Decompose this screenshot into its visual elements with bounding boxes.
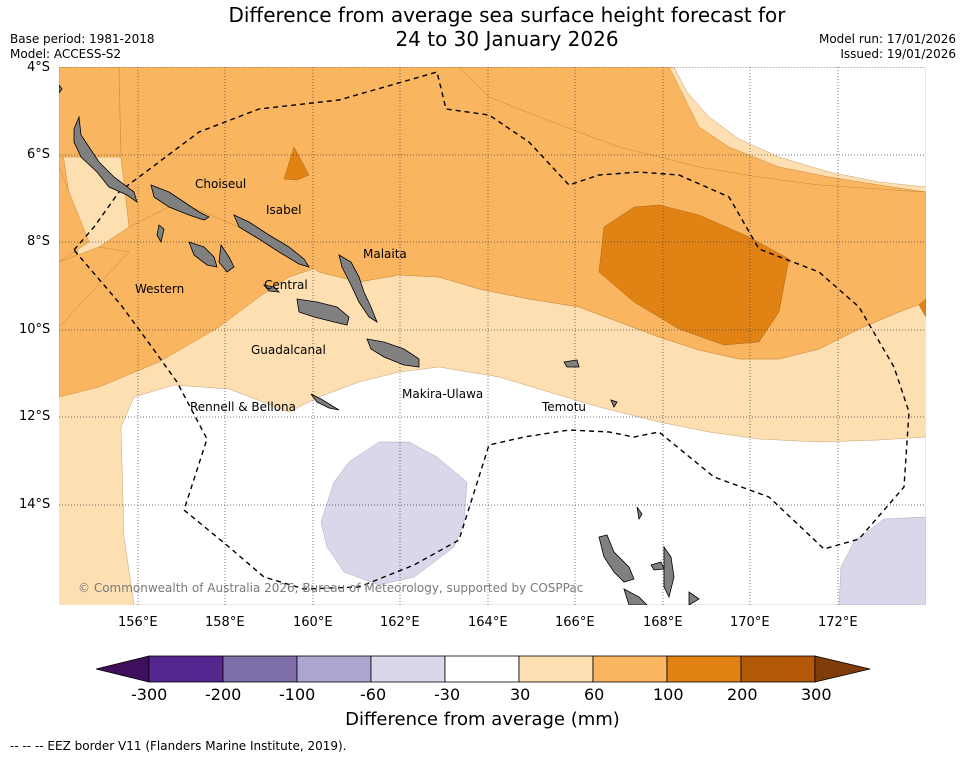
contour-neg30-30 [120,366,926,605]
model-run: Model run: 17/01/2026 [818,32,956,46]
colorbar-tick: -200 [205,685,242,704]
lon-label-166e: 166°E [555,615,595,630]
map-gridlines [59,67,926,605]
label-temotu: Temotu [542,400,587,414]
meta-right: Model run: 17/01/2026 Issued: 19/01/2026 [819,32,956,62]
colorbar-tick: -300 [131,685,168,704]
label-malaita: Malaita [363,247,407,261]
lon-label-164e: 164°E [468,615,508,630]
colorbar-tick: -60 [360,685,387,704]
colorbar-bin [296,655,372,683]
model-name: Model: ACCESS-S2 [10,47,122,61]
contour-neg60-neg30-se [838,516,926,605]
colorbar-bin [518,655,594,683]
label-makira-ulawa: Makira-Ulawa [402,387,484,401]
contour-100-200-edge [918,298,926,318]
colorbar-tick: -30 [434,685,461,704]
islands [59,84,700,605]
colorbar-bin [666,655,742,683]
colorbar [96,655,871,683]
lon-label-162e: 162°E [380,615,420,630]
colorbar-bin [592,655,668,683]
colorbar-tick: 100 [653,685,684,704]
contour-100-200-small [283,146,310,181]
colorbar-bin [740,655,816,683]
colorbar-tick: 300 [801,685,832,704]
contour-neg30-30-ne [673,67,926,188]
colorbar-title: Difference from average (mm) [345,709,620,730]
label-guadalcanal: Guadalcanal [251,343,326,357]
label-choiseul: Choiseul [195,177,247,191]
sea-level-map [59,67,926,605]
lon-label-156e: 156°E [118,615,158,630]
meta-left: Base period: 1981-2018 Model: ACCESS-S2 [10,32,155,62]
contour-60-100-west [59,67,122,158]
lat-label-10s: 10°S [19,322,51,337]
lon-label-170e: 170°E [730,615,770,630]
label-western: Western [135,282,185,296]
lat-label-8s: 8°S [27,234,51,249]
label-isabel: Isabel [266,203,302,217]
colorbar-tick: 60 [584,685,605,704]
colorbar-bin [444,655,520,683]
contour-60-100-far-west [59,166,90,263]
issued-date: Issued: 19/01/2026 [840,47,956,61]
colorbar-tick: -100 [279,685,316,704]
contour-neg60-neg30 [320,441,468,586]
lon-label-172e: 172°E [818,615,858,630]
colorbar-bin [370,655,446,683]
lat-label-6s: 6°S [27,147,51,162]
lat-label-12s: 12°S [19,409,51,424]
chart-title: Difference from average sea surface heig… [0,3,965,51]
eez-legend: -- -- -- EEZ border V11 (Flanders Marine… [10,739,347,753]
colorbar-extend-max [814,655,871,683]
copyright-notice: © Commonwealth of Australia 2026, Bureau… [78,581,584,595]
contour-100-200 [598,204,790,346]
colorbar-extend-min [96,655,150,683]
lat-label-4s: 4°S [27,60,51,75]
base-period: Base period: 1981-2018 [10,32,155,46]
lon-label-160e: 160°E [293,615,333,630]
label-central: Central [264,278,308,292]
lat-label-14s: 14°S [19,497,51,512]
contour-30-60-west-strip [59,246,130,328]
colorbar-bin [148,655,224,683]
lon-label-168e: 168°E [643,615,683,630]
label-rennell-bellona: Rennell & Bellona [190,400,297,414]
lon-label-158e: 158°E [205,615,245,630]
title-line-1: Difference from average sea surface heig… [228,3,786,27]
colorbar-tick: 200 [727,685,758,704]
title-line-2: 24 to 30 January 2026 [395,27,619,51]
colorbar-bin [222,655,298,683]
colorbar-tick: 30 [510,685,531,704]
